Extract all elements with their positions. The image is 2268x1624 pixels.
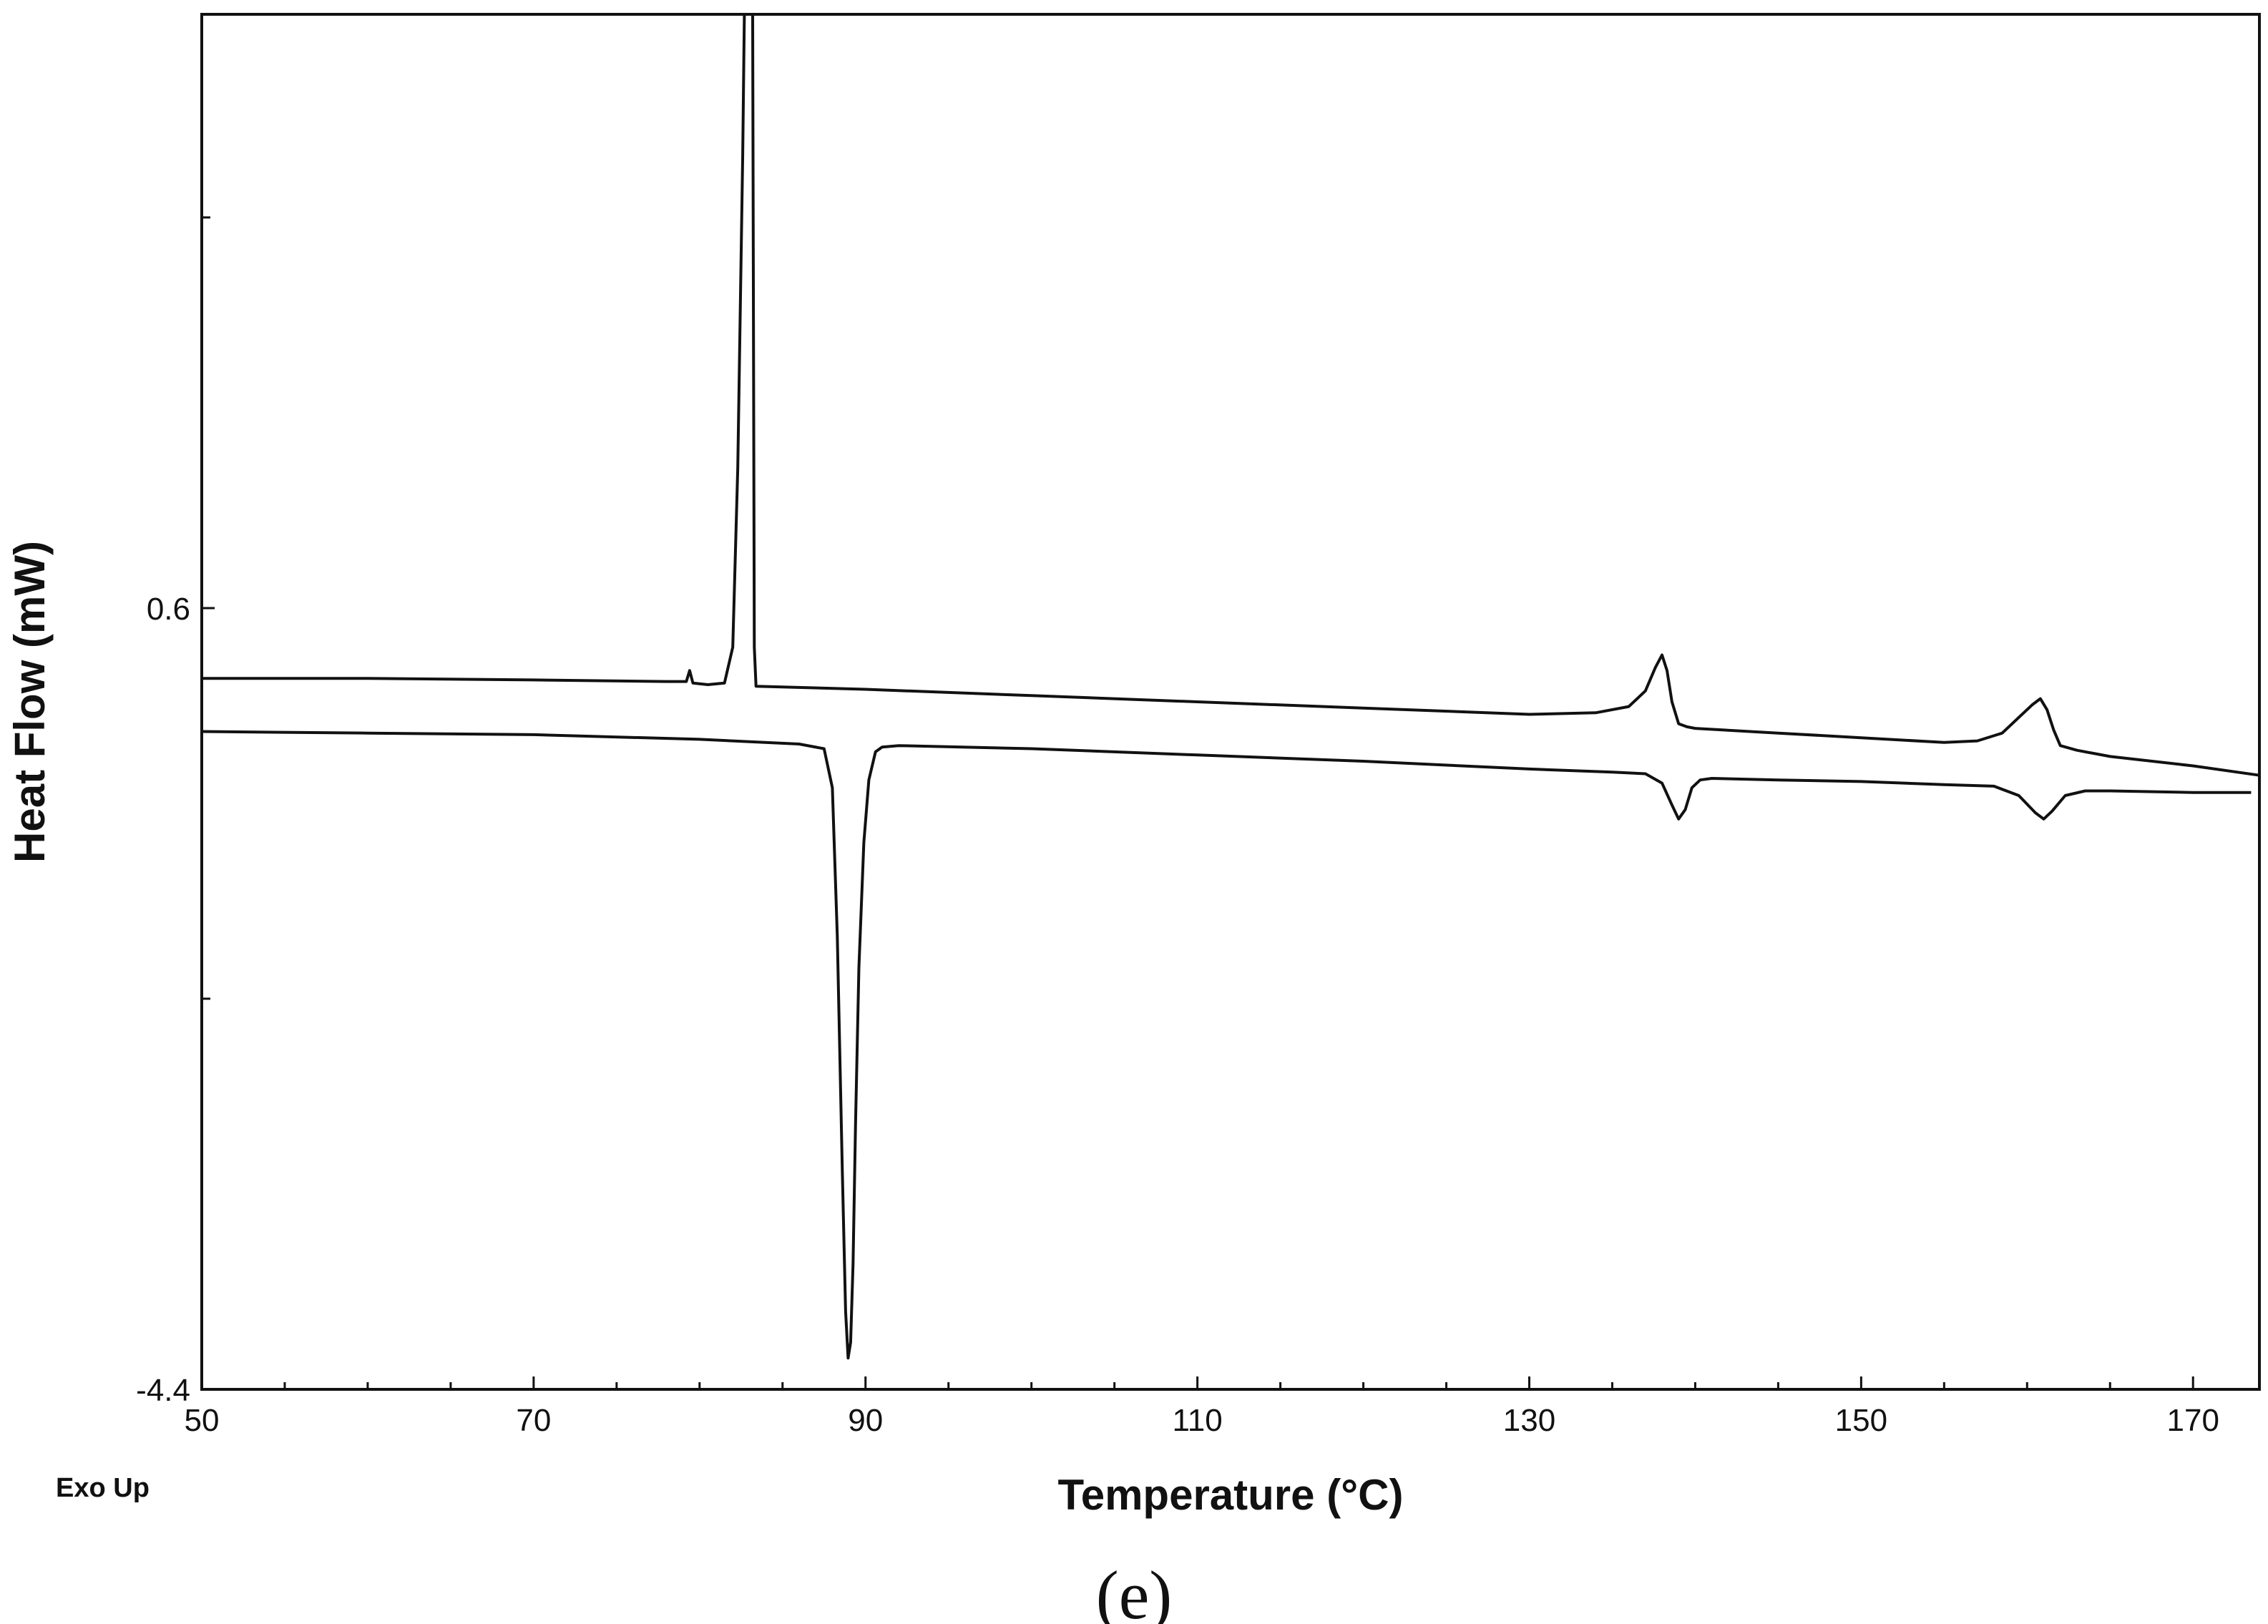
axis-ticks	[200, 216, 2194, 1391]
y-tick-label: 0.6	[147, 592, 190, 627]
x-tick-label: 130	[1503, 1403, 1555, 1438]
x-tick-label: 50	[185, 1403, 220, 1438]
x-tick-label: 150	[1835, 1403, 1887, 1438]
x-tick-label: 110	[1173, 1403, 1223, 1438]
tick-labels: 50 70 90 110 130 150 170 0.6 -4.4	[136, 592, 2219, 1438]
x-tick-label: 170	[2167, 1403, 2219, 1438]
x-tick-label: 90	[848, 1403, 883, 1438]
y-tick-label: -4.4	[136, 1373, 190, 1408]
plot-frame	[200, 13, 2261, 1391]
y-axis-title: Heat Flow (mW)	[6, 541, 54, 863]
exo-up-annotation: Exo Up	[56, 1473, 150, 1503]
x-axis-title: Temperature (°C)	[1058, 1471, 1404, 1519]
figure-caption: (e)	[1096, 1557, 1173, 1624]
series-line-2	[201, 730, 2252, 1360]
series-line-1	[202, 13, 2260, 777]
x-tick-label: 70	[516, 1403, 551, 1438]
series-group	[201, 13, 2260, 1360]
